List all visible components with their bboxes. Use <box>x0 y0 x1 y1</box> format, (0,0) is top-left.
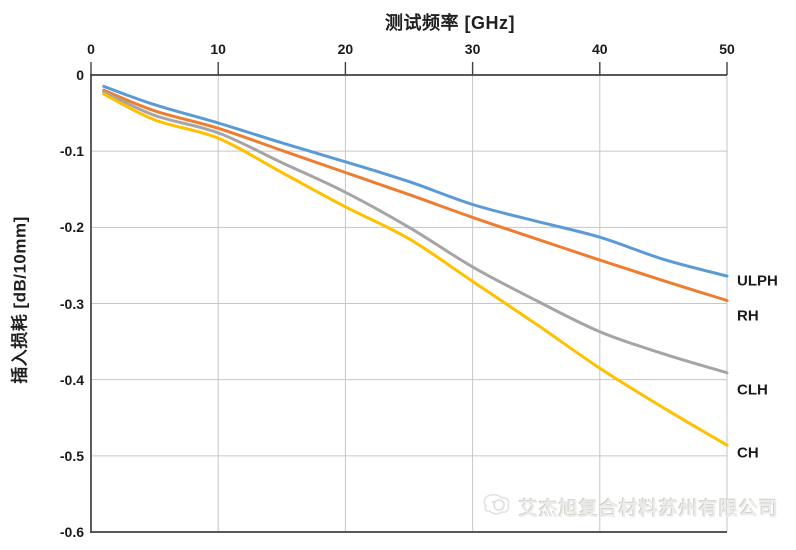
y-tick-label: -0.6 <box>59 524 84 540</box>
series-line-rh <box>102 88 729 302</box>
x-tick-label: 10 <box>210 41 226 57</box>
y-tick-label: 0 <box>76 67 84 83</box>
watermark: 艾杰旭复合材料苏州有限公司 <box>482 492 779 523</box>
series-label-ch: CH <box>737 444 759 462</box>
x-tick-label: 0 <box>87 41 95 57</box>
watermark-text: 艾杰旭复合材料苏州有限公司 <box>519 499 780 520</box>
chart-title: 测试频率 [GHz] <box>385 13 515 33</box>
y-tick-label: -0.1 <box>59 143 84 160</box>
series-label-rh: RH <box>737 307 759 325</box>
y-tick-label: -0.5 <box>59 447 84 464</box>
series-label-clh: CLH <box>737 381 768 399</box>
y-axis-title: 插入损耗 [dB/10mm] <box>10 216 30 384</box>
series-line-ulph <box>102 84 729 278</box>
x-tick-label: 40 <box>592 41 608 57</box>
y-tick-label: -0.2 <box>59 219 84 236</box>
company-logo-icon <box>482 492 512 523</box>
x-tick-label: 30 <box>464 41 481 57</box>
x-tick-label: 50 <box>719 41 735 57</box>
series-label-ulph: ULPH <box>737 272 778 290</box>
y-tick-label: -0.3 <box>59 295 84 312</box>
x-tick-label: 20 <box>337 41 354 57</box>
series-line-ch <box>102 92 729 447</box>
y-tick-label: -0.4 <box>59 371 84 388</box>
series-line-clh <box>102 90 729 375</box>
